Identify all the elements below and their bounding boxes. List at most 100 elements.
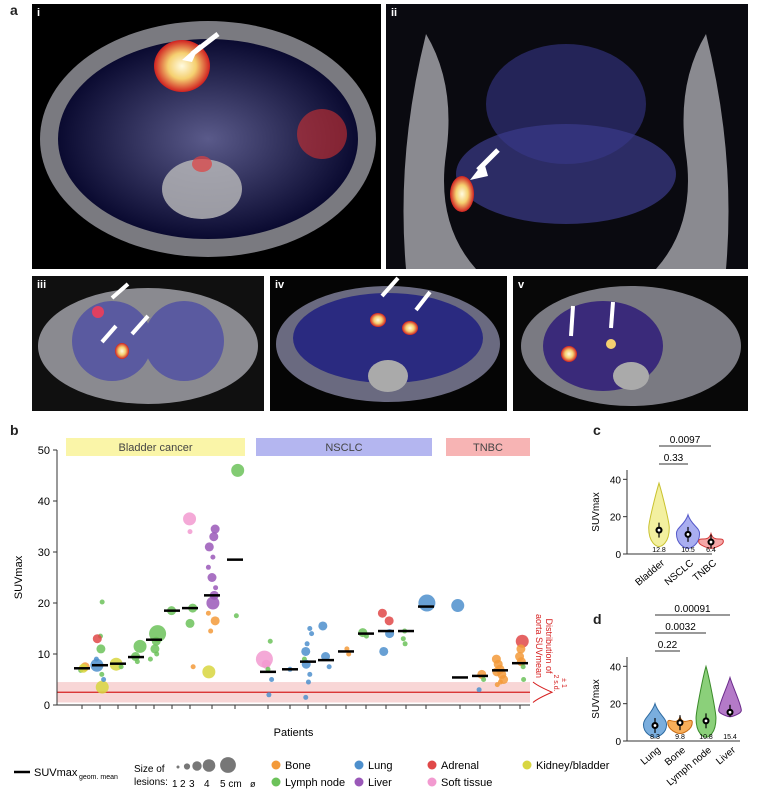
lesion-point	[363, 633, 369, 639]
violin-category-label: TNBC	[691, 558, 719, 584]
lesion-point	[183, 512, 197, 526]
sd-label-2: 2 s.d.	[552, 674, 559, 691]
lesion-point	[99, 671, 105, 677]
lesion-point	[402, 641, 408, 647]
violin-y-tick-label: 20	[610, 700, 622, 711]
lesion-point	[154, 651, 160, 657]
panel-label-b: b	[10, 422, 19, 438]
violin-category-label: Liver	[714, 744, 738, 767]
panel-label-c: c	[593, 422, 601, 438]
lesion-point	[206, 596, 220, 610]
lesion-point	[133, 639, 147, 653]
legend-size-value: 3	[189, 779, 195, 790]
lesion-point	[204, 542, 214, 552]
lesion-point	[321, 652, 331, 662]
violin-median-label: 9.8	[675, 734, 685, 741]
legend-size-circle	[202, 759, 216, 772]
legend-mean-sub: geom. mean	[79, 774, 118, 781]
scan-axial-upper-abdomen: iv	[270, 276, 507, 411]
comparison-p-value: 0.22	[658, 640, 678, 651]
lesion-point	[521, 677, 527, 682]
scan-axial-chest: iii	[32, 276, 264, 411]
subpanel-label-iv: iv	[275, 279, 285, 291]
lesion-point	[231, 463, 245, 477]
legend-size-circle	[192, 761, 202, 771]
legend-size-circle	[183, 763, 191, 770]
scan-axial-abdomen: i	[32, 4, 381, 269]
y-tick-label: 20	[38, 598, 50, 610]
group-banner	[256, 438, 432, 456]
lesion-point	[520, 664, 526, 670]
y-tick-label: 40	[38, 496, 50, 508]
violin-median-label: 12.8	[652, 547, 666, 554]
lesion-point	[92, 634, 102, 644]
lesion-point	[515, 634, 529, 648]
legend-swatch	[271, 777, 281, 787]
lesion-point	[96, 644, 106, 654]
scan-coronal-pelvis: ii	[386, 4, 748, 269]
violin-median-label: 10.5	[681, 547, 695, 554]
violin-y-axis-label: SUVmax	[591, 492, 602, 531]
subpanel-label-i: i	[37, 7, 41, 19]
lesion-point	[150, 644, 160, 654]
legend-swatch	[271, 760, 281, 770]
lesion-point	[93, 656, 99, 662]
lesion-point	[267, 638, 273, 644]
violin-shape	[648, 481, 670, 548]
y-tick-label: 30	[38, 547, 50, 559]
legend-swatch	[354, 760, 364, 770]
lesion-point	[265, 666, 271, 672]
violin-shape	[695, 664, 717, 738]
legend-category-label: Bone	[285, 760, 311, 772]
violin-y-axis-label: SUVmax	[591, 679, 602, 718]
violin-category-label: NSCLC	[663, 558, 696, 588]
scan-coronal-pelvis-image	[386, 4, 748, 269]
comparison-p-value: 0.0097	[670, 435, 701, 446]
legend-size-title-1: Size of	[134, 764, 165, 775]
violin-median-dot-inner	[657, 528, 661, 532]
scan-axial-liver: v	[513, 276, 748, 411]
lesion-point	[269, 677, 275, 682]
aorta-distribution-curve	[532, 681, 554, 703]
lesion-point	[95, 680, 109, 694]
legend-category-label: Liver	[368, 777, 392, 789]
violin-category-label: Bladder	[633, 557, 667, 588]
scan-axial-abdomen-image	[32, 4, 381, 269]
lesion-point	[99, 599, 105, 605]
subpanel-label-ii: ii	[391, 7, 398, 19]
lesion-point	[305, 679, 311, 685]
lesion-point	[210, 554, 216, 560]
violin-median-label: 15.4	[723, 734, 737, 741]
lesion-point	[147, 656, 153, 662]
subpanel-label-iii: iii	[37, 279, 47, 291]
legend-category-label: Kidney/bladder	[536, 760, 610, 772]
y-tick-label: 50	[38, 445, 50, 457]
x-axis-label: Patients	[274, 727, 314, 739]
lesion-point	[377, 608, 387, 618]
legend-size-symbol: ø	[250, 779, 256, 789]
aorta-label-1: Distribution of	[544, 618, 554, 674]
legend-size-circle	[220, 757, 236, 773]
panel-label-a: a	[10, 2, 18, 18]
lesion-point	[304, 641, 310, 647]
scan-axial-liver-image	[513, 276, 748, 411]
legend-mean-label: SUVmax	[34, 767, 78, 779]
panel-label-d: d	[593, 611, 602, 627]
legend-size-circle	[176, 765, 180, 769]
lesion-point	[418, 594, 436, 612]
lesion-point	[205, 610, 211, 616]
lesion-point	[346, 651, 352, 657]
lesion-point	[379, 646, 389, 656]
violin-y-tick-label: 40	[610, 662, 622, 673]
lesion-point	[318, 621, 328, 631]
legend-size-value: 1	[172, 779, 178, 790]
lesion-point	[301, 646, 311, 656]
violin-median-dot-inner	[728, 710, 732, 714]
lesion-point	[494, 682, 500, 688]
group-banner	[66, 438, 245, 456]
lesion-point	[151, 636, 161, 646]
comparison-p-value: 0.33	[664, 453, 684, 464]
lesion-point	[400, 636, 406, 642]
violin-median-label: 8.3	[650, 734, 660, 741]
legend-category-label: Soft tissue	[441, 777, 492, 789]
